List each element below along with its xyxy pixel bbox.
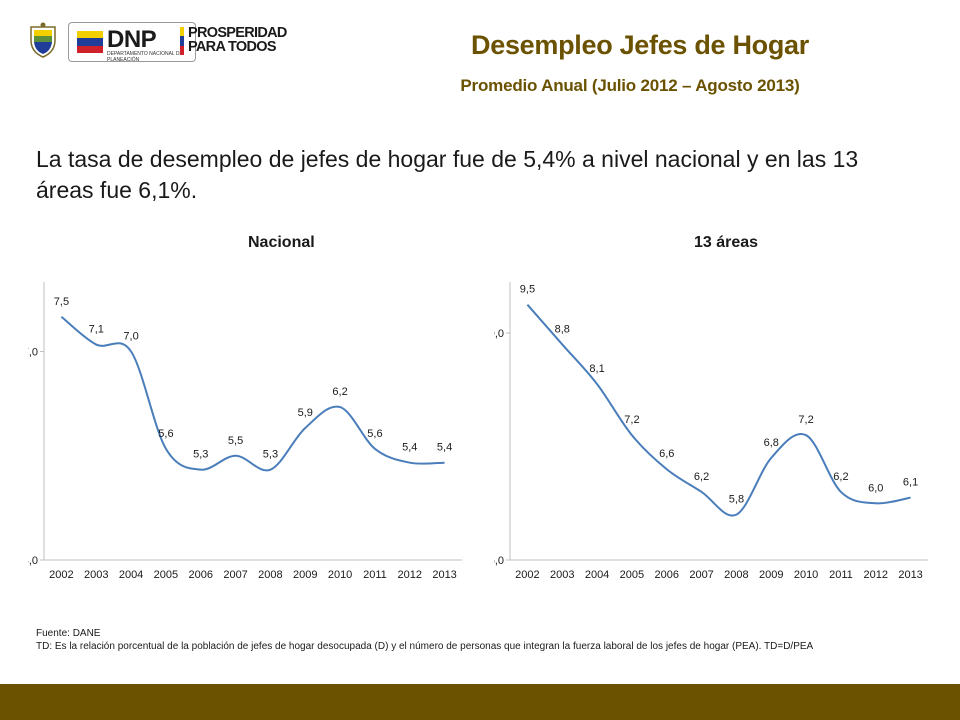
- x-tick-label: 2003: [550, 569, 574, 581]
- x-tick-label: 2004: [585, 569, 609, 581]
- data-label: 6,2: [833, 471, 848, 483]
- x-tick-label: 2010: [328, 569, 352, 581]
- y-tick-label: 4,0: [28, 555, 38, 567]
- x-tick-label: 2013: [432, 569, 456, 581]
- data-label: 5,3: [263, 449, 278, 461]
- x-tick-label: 2009: [759, 569, 783, 581]
- prosperidad-logo: PROSPERIDAD PARA TODOS: [180, 24, 292, 58]
- x-tick-label: 2011: [363, 569, 387, 581]
- data-label: 8,1: [589, 363, 604, 375]
- chart-nacional: 4,0 7,0 2002 2003 2004 2005 2006 2007 2008 2009 20…: [28, 268, 482, 588]
- data-label: 6,8: [764, 437, 779, 449]
- footnote-definition: TD: Es la relación porcentual de la pobl…: [36, 641, 814, 652]
- data-label: 6,2: [332, 386, 347, 398]
- x-tick-label: 2008: [724, 569, 748, 581]
- data-label: 7,2: [624, 414, 639, 426]
- x-tick-label: 2003: [84, 569, 108, 581]
- data-label: 7,5: [54, 296, 69, 308]
- chart-13-areas: 5,0 9,0 2002 2003 2004 2005 2006 2007 2008 2009 20…: [494, 268, 948, 588]
- page-subtitle: Promedio Anual (Julio 2012 – Agosto 2013…: [460, 76, 800, 95]
- x-tick-label: 2002: [515, 569, 539, 581]
- chart-title-nacional: Nacional: [248, 234, 315, 251]
- footnote: Fuente: DANE TD: Es la relación porcentu…: [36, 627, 916, 653]
- series-line: [526, 304, 911, 517]
- y-tick-label: 9,0: [494, 328, 504, 340]
- dnp-logo: DNP DEPARTAMENTO NACIONAL DE PLANEACIÓN: [68, 22, 196, 63]
- x-tick-label: 2012: [398, 569, 422, 581]
- data-label: 5,9: [298, 407, 313, 419]
- x-tick-label: 2013: [898, 569, 922, 581]
- data-label: 5,6: [158, 428, 173, 440]
- data-label: 6,1: [903, 477, 918, 489]
- x-tick-label: 2008: [258, 569, 282, 581]
- data-label: 5,4: [402, 442, 417, 454]
- dnp-logo-subtext: DEPARTAMENTO NACIONAL DE PLANEACIÓN: [107, 51, 183, 63]
- x-tick-label: 2004: [119, 569, 143, 581]
- data-label: 5,8: [729, 494, 744, 506]
- x-tick-label: 2005: [620, 569, 644, 581]
- prosperidad-logo-line2: PARA TODOS: [188, 39, 276, 55]
- x-tick-label: 2005: [154, 569, 178, 581]
- data-label: 7,0: [123, 331, 138, 343]
- logos: DNP DEPARTAMENTO NACIONAL DE PLANEACIÓN …: [28, 20, 298, 64]
- colombia-flag-icon: [77, 31, 103, 53]
- coat-of-arms-logo: [30, 22, 56, 58]
- data-label: 5,3: [193, 449, 208, 461]
- dnp-logo-text: DNP: [107, 26, 157, 53]
- flag-stripe-icon: [180, 27, 184, 55]
- data-label: 9,5: [520, 284, 535, 296]
- prosperidad-logo-line1: PROSPERIDAD: [188, 25, 287, 41]
- footnote-source: Fuente: DANE: [36, 628, 101, 639]
- x-tick-label: 2012: [864, 569, 888, 581]
- data-label: 7,2: [798, 414, 813, 426]
- x-tick-label: 2006: [655, 569, 679, 581]
- lead-text: La tasa de desempleo de jefes de hogar f…: [36, 146, 859, 203]
- data-label: 5,5: [228, 435, 243, 447]
- data-label: 7,1: [89, 324, 104, 336]
- series-line: [60, 315, 445, 472]
- data-label: 6,0: [868, 482, 883, 494]
- chart-13-areas-svg: 5,0 9,0 2002 2003 2004 2005 2006 2007 2008 2009 20…: [494, 282, 928, 581]
- chart-nacional-svg: 4,0 7,0 2002 2003 2004 2005 2006 2007 2008 2009 20…: [28, 282, 462, 581]
- x-tick-label: 2007: [689, 569, 713, 581]
- x-tick-label: 2010: [794, 569, 818, 581]
- x-tick-label: 2009: [293, 569, 317, 581]
- data-label: 5,4: [437, 442, 452, 454]
- x-tick-label: 2006: [189, 569, 213, 581]
- y-tick-label: 7,0: [28, 347, 38, 359]
- data-label: 5,6: [367, 428, 382, 440]
- data-label: 6,2: [694, 471, 709, 483]
- page-title: Desempleo Jefes de Hogar: [471, 30, 809, 60]
- x-tick-label: 2002: [49, 569, 73, 581]
- data-label: 8,8: [555, 323, 570, 335]
- x-tick-label: 2007: [223, 569, 247, 581]
- y-tick-label: 5,0: [494, 555, 504, 567]
- data-label: 6,6: [659, 448, 674, 460]
- bottom-bar: [0, 684, 960, 720]
- chart-title-13-areas: 13 áreas: [694, 234, 759, 251]
- x-tick-label: 2011: [829, 569, 853, 581]
